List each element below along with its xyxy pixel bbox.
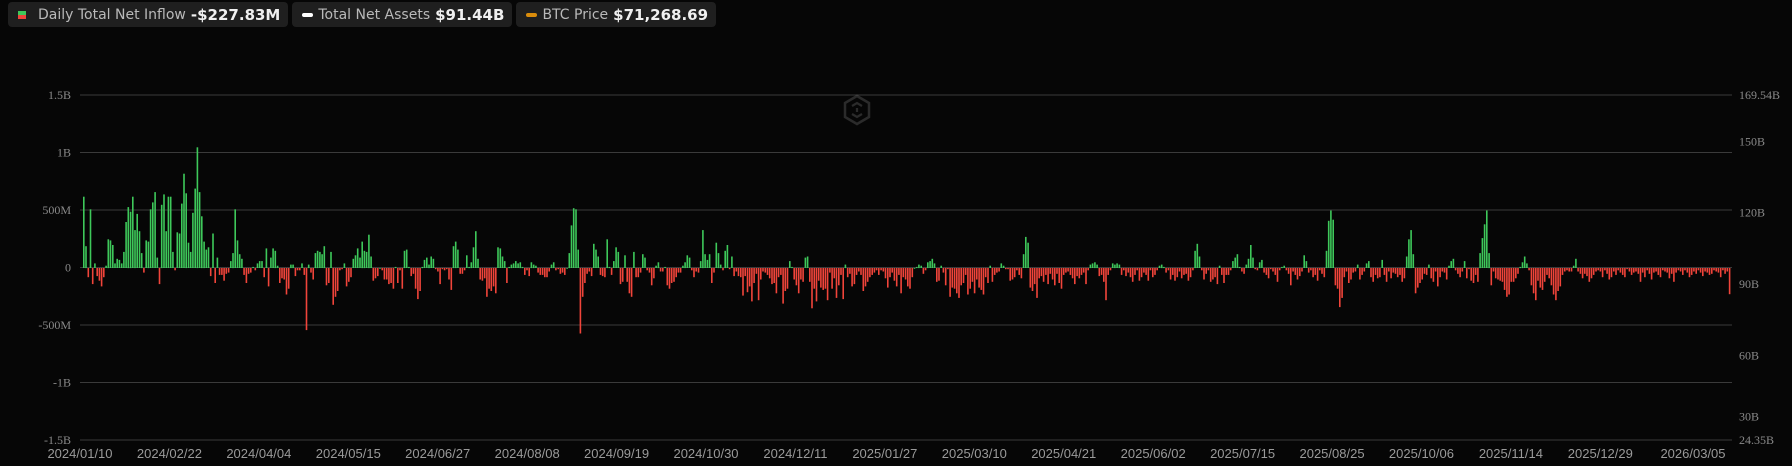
x-axis-tick: 2025/11/14 (1479, 446, 1543, 461)
right-axis-labels: 169.54B 150B 120B 90B 60B 30B 24.35B (1739, 88, 1780, 447)
right-axis-tick: 60B (1739, 348, 1759, 362)
x-axis-tick: 2025/12/29 (1568, 446, 1633, 461)
inflow-swatch-icon (18, 10, 26, 19)
x-axis-labels: 2024/01/10 2024/02/22 2024/04/04 2024/05/15… (47, 446, 1725, 461)
left-axis-tick: -1B (53, 376, 71, 390)
legend-value: $71,268.69 (613, 5, 709, 24)
legend-btc-price[interactable]: BTC Price $71,268.69 (516, 2, 717, 27)
x-axis-tick: 2024/06/27 (405, 446, 470, 461)
x-axis-tick: 2025/06/02 (1121, 446, 1186, 461)
left-axis-tick: 500M (42, 203, 71, 217)
x-axis-tick: 2024/01/10 (47, 446, 112, 461)
x-axis-tick: 2025/01/27 (852, 446, 917, 461)
x-axis-tick: 2024/10/30 (673, 446, 738, 461)
legend-value: -$227.83M (190, 5, 281, 24)
legend-total-net-assets[interactable]: Total Net Assets $91.44B (292, 2, 513, 27)
legend-daily-net-inflow[interactable]: Daily Total Net Inflow -$227.83M (8, 2, 289, 27)
legend-label: Daily Total Net Inflow (38, 6, 186, 23)
right-axis-tick: 120B (1739, 206, 1765, 220)
left-axis-tick: 1.5B (48, 88, 71, 102)
left-axis-tick: -1.5B (44, 433, 71, 447)
x-axis-tick: 2026/03/05 (1660, 446, 1725, 461)
x-axis-tick: 2024/08/08 (495, 446, 560, 461)
btc-line-swatch-icon (526, 12, 538, 17)
x-axis-tick: 2025/07/15 (1210, 446, 1275, 461)
x-axis-tick: 2025/03/10 (942, 446, 1007, 461)
left-axis-tick: 1B (57, 146, 71, 160)
legend-label: BTC Price (542, 6, 609, 23)
legend-value: $91.44B (435, 5, 505, 24)
right-axis-tick: 90B (1739, 277, 1759, 291)
x-axis-tick: 2024/12/11 (763, 446, 827, 461)
x-axis-tick: 2024/05/15 (316, 446, 381, 461)
x-axis-tick: 2025/08/25 (1299, 446, 1364, 461)
legend: Daily Total Net Inflow -$227.83M Total N… (8, 2, 717, 27)
x-axis-tick: 2025/04/21 (1031, 446, 1096, 461)
legend-label: Total Net Assets (318, 6, 431, 23)
left-axis-tick: 0 (65, 261, 71, 275)
x-axis-tick: 2024/09/19 (584, 446, 649, 461)
left-axis-tick: -500M (38, 318, 71, 332)
x-axis-tick: 2024/02/22 (137, 446, 202, 461)
assets-line-swatch-icon (302, 12, 314, 17)
right-axis-tick: 30B (1739, 410, 1759, 424)
x-axis-tick: 2024/04/04 (226, 446, 291, 461)
left-axis-labels: 1.5B 1B 500M 0 -500M -1B -1.5B (38, 88, 71, 447)
inflow-bars[interactable] (83, 147, 1731, 334)
sosovalue-logo-icon (843, 94, 871, 126)
watermark (843, 94, 871, 126)
right-axis-tick: 150B (1739, 134, 1765, 148)
right-axis-tick: 24.35B (1739, 433, 1774, 447)
right-axis-tick: 169.54B (1739, 88, 1780, 102)
x-axis-tick: 2025/10/06 (1389, 446, 1454, 461)
